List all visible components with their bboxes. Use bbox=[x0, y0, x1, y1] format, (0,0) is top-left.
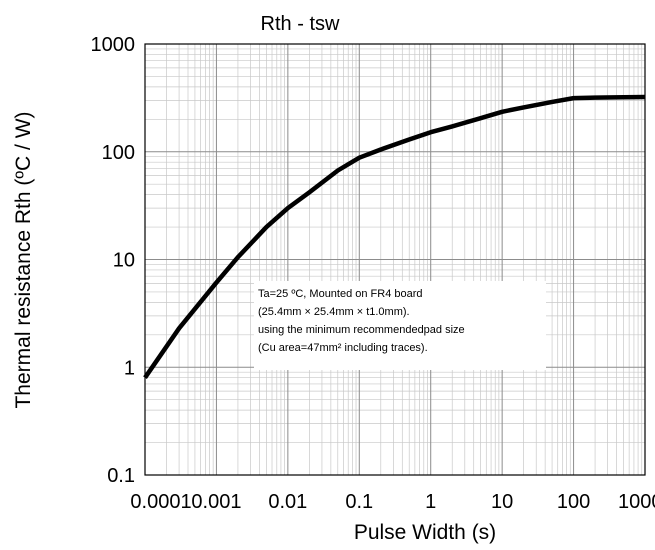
annotation-line: (Cu area=47mm² including traces). bbox=[258, 342, 428, 354]
plot-frame bbox=[144, 43, 646, 476]
annotation-line: (25.4mm × 25.4mm × t1.0mm). bbox=[258, 306, 410, 318]
y-tick-label: 1000 bbox=[91, 34, 136, 56]
y-axis-label: Thermal resistance Rth (ºC / W) bbox=[12, 111, 35, 408]
x-tick-label: 10 bbox=[491, 491, 513, 513]
annotation-box: Ta=25 ºC, Mounted on FR4 board (25.4mm ×… bbox=[254, 281, 546, 370]
x-tick-label: 0.001 bbox=[191, 491, 241, 513]
x-tick-label: 0.0001 bbox=[130, 491, 191, 513]
x-tick-label: 1000 bbox=[618, 491, 655, 513]
y-tick-label: 10 bbox=[113, 250, 135, 272]
series-line bbox=[143, 94, 646, 379]
y-tick-label: 100 bbox=[102, 142, 135, 164]
x-tick-label: 1 bbox=[425, 491, 436, 513]
y-tick-labels: 1000 100 10 1 0.1 bbox=[91, 34, 136, 487]
x-tick-label: 100 bbox=[557, 491, 590, 513]
annotation-line: Ta=25 ºC, Mounted on FR4 board bbox=[258, 288, 423, 300]
y-tick-label: 0.1 bbox=[107, 465, 135, 487]
series-layer bbox=[143, 94, 646, 379]
x-axis-label: Pulse Width (s) bbox=[354, 521, 496, 544]
annotation-line: using the minimum recommendedpad size bbox=[258, 324, 465, 336]
chart-title: Rth - tsw bbox=[261, 13, 340, 35]
y-tick-label: 1 bbox=[124, 357, 135, 379]
x-tick-label: 0.01 bbox=[268, 491, 307, 513]
x-tick-label: 0.1 bbox=[345, 491, 373, 513]
